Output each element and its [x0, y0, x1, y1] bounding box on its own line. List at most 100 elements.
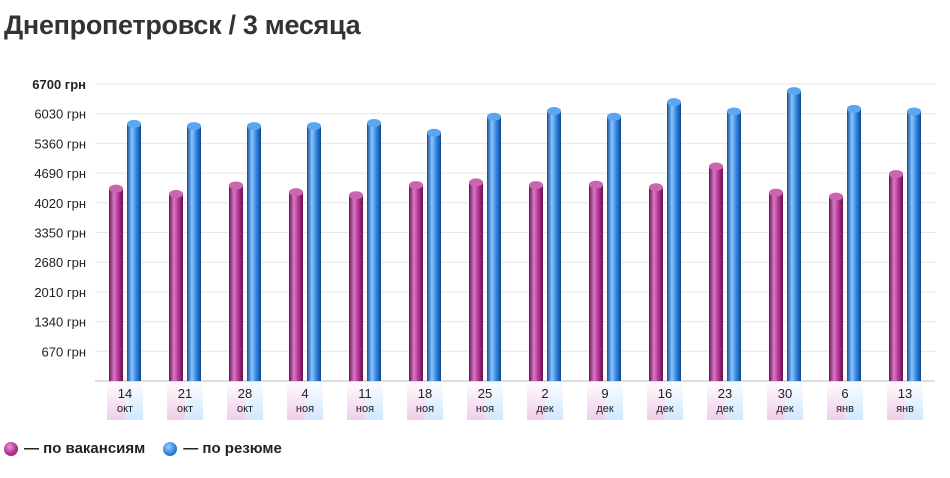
- bar-resumes: [607, 116, 621, 382]
- bar-resumes: [487, 116, 501, 382]
- bar-resumes-glow: [485, 380, 503, 420]
- bar-vacancies: [529, 185, 543, 381]
- bar-vacancies: [589, 184, 603, 381]
- x-tick-label: 16: [658, 386, 672, 401]
- bar-vacancies-glow: [227, 380, 245, 420]
- y-tick-label: 1340 грн: [34, 315, 86, 330]
- vacancies-dot-icon: [4, 441, 18, 456]
- bar-resumes-cap: [727, 107, 741, 116]
- x-tick-month: окт: [237, 403, 253, 415]
- x-tick-label: 30: [778, 386, 792, 401]
- bar-resumes: [907, 111, 921, 381]
- bar-vacancies-cap: [469, 178, 483, 187]
- bar-resumes-glow: [785, 380, 803, 420]
- bar-vacancies-glow: [647, 380, 665, 420]
- bar-resumes-glow: [545, 380, 563, 420]
- x-tick-month: дек: [656, 403, 674, 415]
- x-tick-month: окт: [177, 403, 193, 415]
- bar-resumes-cap: [127, 119, 141, 128]
- x-tick-month: дек: [536, 403, 554, 415]
- x-tick-month: ноя: [416, 403, 434, 415]
- bar-vacancies-glow: [527, 380, 545, 420]
- bar-vacancies-glow: [767, 380, 785, 420]
- bar-vacancies-cap: [229, 181, 243, 190]
- resumes-dot-icon: [163, 441, 178, 456]
- bar-resumes: [127, 123, 141, 382]
- y-tick-label: 5360 грн: [34, 136, 86, 151]
- bar-vacancies-cap: [289, 188, 303, 197]
- x-tick-month: дек: [716, 403, 734, 415]
- grid-lines: [95, 83, 935, 382]
- x-tick-month: ноя: [356, 403, 374, 415]
- x-tick-month: ноя: [476, 403, 494, 415]
- bar-vacancies-cap: [769, 188, 783, 197]
- bar-vacancies: [409, 185, 423, 381]
- bar-vacancies: [829, 196, 843, 381]
- bar-vacancies-cap: [829, 192, 843, 201]
- bar-vacancies-glow: [347, 380, 365, 420]
- bar-resumes: [187, 126, 201, 381]
- bar-resumes: [247, 126, 261, 381]
- x-tick-month: окт: [117, 403, 133, 415]
- bar-vacancies-glow: [407, 380, 425, 420]
- bar-vacancies: [709, 166, 723, 381]
- y-tick-label: 4690 грн: [34, 166, 86, 181]
- legend-item-vacancies: — по вакансиям: [4, 440, 145, 457]
- x-tick-month: янв: [836, 403, 854, 415]
- y-axis: 670 грн 1340 грн 2010 грн 2680 грн 3350 грн 4…: [32, 77, 86, 359]
- legend-item-resumes: — по резюме: [163, 440, 282, 457]
- bar-resumes-glow: [185, 380, 203, 420]
- bar-resumes-cap: [367, 119, 381, 128]
- x-tick-label: 11: [358, 386, 372, 401]
- y-tick-label: 2010 грн: [34, 285, 86, 300]
- bar-resumes-glow: [125, 380, 143, 420]
- bar-resumes-glow: [245, 380, 263, 420]
- bar-vacancies-cap: [709, 162, 723, 171]
- bar-resumes: [547, 111, 561, 382]
- bar-vacancies-cap: [349, 191, 363, 200]
- x-tick-month: янв: [896, 403, 914, 415]
- legend: — по вакансиям — по резюме: [4, 440, 300, 457]
- y-tick-label: 670 грн: [42, 344, 86, 359]
- bar-resumes-cap: [187, 122, 201, 131]
- bar-resumes-glow: [425, 380, 443, 420]
- bar-resumes-cap: [487, 112, 501, 121]
- x-tick-label: 28: [238, 386, 252, 401]
- bar-resumes-cap: [787, 87, 801, 96]
- y-tick-label: 2680 грн: [34, 255, 86, 270]
- bar-vacancies-cap: [889, 169, 903, 178]
- y-tick-label: 3350 грн: [34, 226, 86, 241]
- bar-resumes-glow: [605, 380, 623, 420]
- bar-vacancies: [889, 173, 903, 381]
- bar-resumes-glow: [905, 380, 923, 420]
- bar-vacancies-cap: [109, 184, 123, 193]
- x-tick-label: 23: [718, 386, 732, 401]
- bar-resumes: [667, 102, 681, 382]
- bar-vacancies-glow: [467, 380, 485, 420]
- x-axis: 14 окт 21 окт 28 окт 4 ноя 11 ноя 18 ноя 25 ноя 2 дек 9 д…: [117, 386, 914, 415]
- bar-resumes: [307, 126, 321, 381]
- bar-vacancies: [469, 182, 483, 381]
- x-tick-label: 25: [478, 386, 492, 401]
- x-tick-label: 14: [118, 386, 132, 401]
- bar-resumes-cap: [547, 107, 561, 116]
- x-tick-label: 6: [841, 386, 848, 401]
- bar-vacancies-glow: [167, 380, 185, 420]
- x-tick-month: дек: [776, 403, 794, 415]
- bar-vacancies: [649, 187, 663, 381]
- bar-resumes-glow: [305, 380, 323, 420]
- bar-resumes-cap: [307, 122, 321, 131]
- bar-resumes: [727, 111, 741, 381]
- bar-vacancies-glow: [587, 380, 605, 420]
- x-tick-label: 21: [178, 386, 192, 401]
- bar-vacancies: [229, 185, 243, 381]
- x-tick-label: 9: [601, 386, 608, 401]
- bar-vacancies: [169, 193, 183, 381]
- bar-vacancies-cap: [169, 189, 183, 198]
- y-tick-label: 4020 грн: [34, 196, 86, 211]
- bar-resumes-cap: [907, 107, 921, 116]
- bar-vacancies-glow: [827, 380, 845, 420]
- chart-title: Днепропетровск / 3 месяца: [4, 10, 361, 40]
- bar-resumes-cap: [667, 98, 681, 107]
- bar-vacancies-cap: [409, 181, 423, 190]
